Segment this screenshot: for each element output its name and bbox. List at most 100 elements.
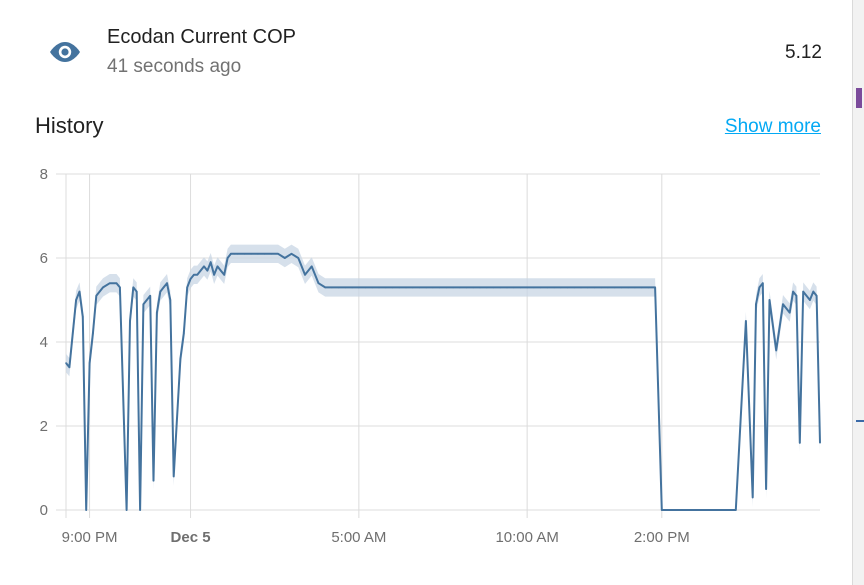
show-more-link[interactable]: Show more [724, 116, 821, 137]
data-point [492, 286, 495, 289]
data-point [745, 320, 747, 322]
data-point [472, 286, 475, 289]
data-point [506, 286, 508, 289]
data-point [75, 299, 77, 301]
data-point [533, 286, 535, 289]
data-point [152, 479, 155, 482]
data-point [378, 286, 380, 289]
data-point [172, 475, 175, 478]
data-point [486, 286, 488, 289]
x-tick-label: 10:00 AM [495, 529, 558, 546]
data-point [213, 274, 215, 276]
history-chart[interactable]: 0 2 4 6 8 9:00 PM Dec 5 5:00 AM 10:00 AM 2:00 PM [0, 160, 852, 560]
last-changed: 41 seconds ago [107, 56, 242, 77]
data-point [135, 290, 138, 293]
data-point [546, 286, 549, 289]
data-point [768, 299, 771, 301]
data-point [432, 286, 434, 289]
data-point [654, 286, 656, 289]
data-point [310, 265, 313, 268]
data-point [459, 286, 461, 289]
data-point [119, 286, 121, 289]
data-point [694, 509, 697, 511]
data-point [109, 282, 111, 284]
data-point [385, 286, 387, 289]
data-point [613, 286, 616, 289]
data-point [758, 286, 761, 289]
data-point [735, 509, 737, 511]
data-point [580, 286, 582, 289]
data-point [257, 253, 259, 255]
data-point [233, 253, 236, 255]
data-point [85, 509, 87, 511]
data-point [600, 286, 602, 289]
y-tick-label: 2 [40, 418, 48, 435]
data-point [607, 286, 609, 289]
entity-state: 5.12 [785, 42, 822, 63]
data-point [277, 253, 279, 255]
data-point [812, 290, 815, 293]
data-point [102, 286, 104, 289]
data-point [358, 286, 360, 289]
data-point [220, 269, 222, 272]
data-point [304, 274, 306, 276]
data-point [344, 286, 347, 289]
data-point [78, 290, 81, 293]
data-point [149, 295, 151, 297]
data-point [337, 286, 340, 289]
y-tick-label: 8 [40, 166, 48, 183]
data-point [250, 253, 252, 255]
data-point [671, 509, 673, 511]
y-tick-label: 4 [40, 334, 48, 351]
data-point [206, 269, 209, 272]
data-point [263, 253, 266, 255]
data-point [792, 290, 794, 293]
entity-row: Ecodan Current COP 41 seconds ago 5.12 [0, 18, 852, 88]
data-point [270, 253, 273, 255]
data-point [640, 286, 643, 289]
data-point [65, 362, 67, 364]
data-point [68, 366, 71, 368]
data-point [445, 286, 448, 289]
data-point [661, 509, 663, 511]
data-point [196, 274, 199, 276]
data-point [539, 286, 542, 289]
y-tick-label: 0 [40, 502, 48, 519]
data-point [115, 282, 118, 284]
data-point [438, 286, 441, 289]
background-edge [852, 0, 864, 585]
data-point [593, 286, 596, 289]
data-point [627, 286, 629, 289]
data-point [139, 509, 141, 511]
data-point [364, 286, 367, 289]
data-point [216, 265, 219, 268]
data-point [799, 442, 801, 444]
data-point [819, 442, 821, 444]
data-point [425, 286, 428, 289]
data-point [452, 286, 454, 289]
data-point [92, 332, 94, 335]
data-point [226, 257, 229, 259]
data-point [465, 286, 468, 289]
data-point [82, 316, 84, 318]
data-point [88, 362, 91, 364]
background-mark [856, 88, 862, 108]
data-point [189, 278, 192, 280]
data-point [405, 286, 407, 289]
data-point [805, 295, 808, 297]
data-point [223, 274, 225, 276]
data-point [751, 496, 754, 499]
data-point [634, 286, 636, 289]
data-point [782, 303, 784, 305]
data-point [775, 349, 777, 352]
data-point [795, 295, 798, 297]
data-point [284, 257, 286, 259]
history-title: History [35, 113, 104, 138]
data-point [499, 286, 502, 289]
x-tick-label: Dec 5 [171, 529, 211, 546]
data-point [391, 286, 394, 289]
data-point [566, 286, 569, 289]
data-point [209, 261, 212, 263]
data-point [156, 311, 158, 314]
